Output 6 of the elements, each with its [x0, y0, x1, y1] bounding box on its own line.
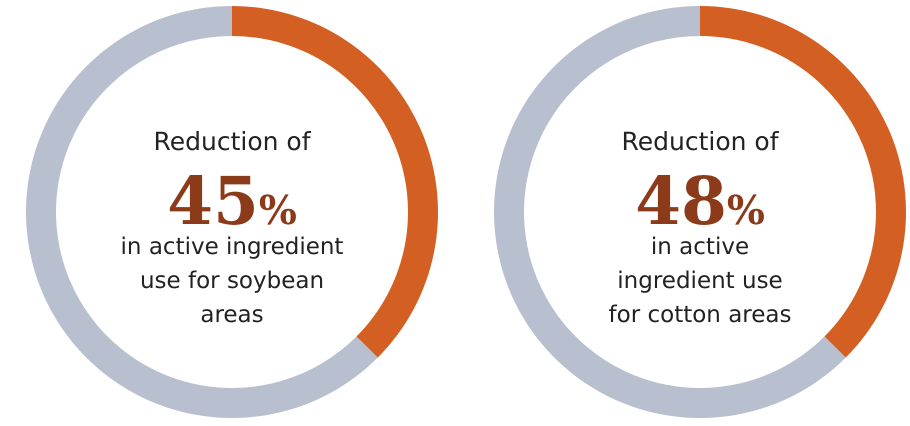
text: Reduction of: [153, 127, 312, 156]
text: Reduction of: [621, 127, 780, 156]
text: in active ingredient use for cotton areas: [608, 234, 792, 328]
text: in active ingredient use for soybean areas: [120, 234, 344, 328]
donut-slice: [26, 6, 378, 418]
donut-slice: [494, 6, 846, 418]
